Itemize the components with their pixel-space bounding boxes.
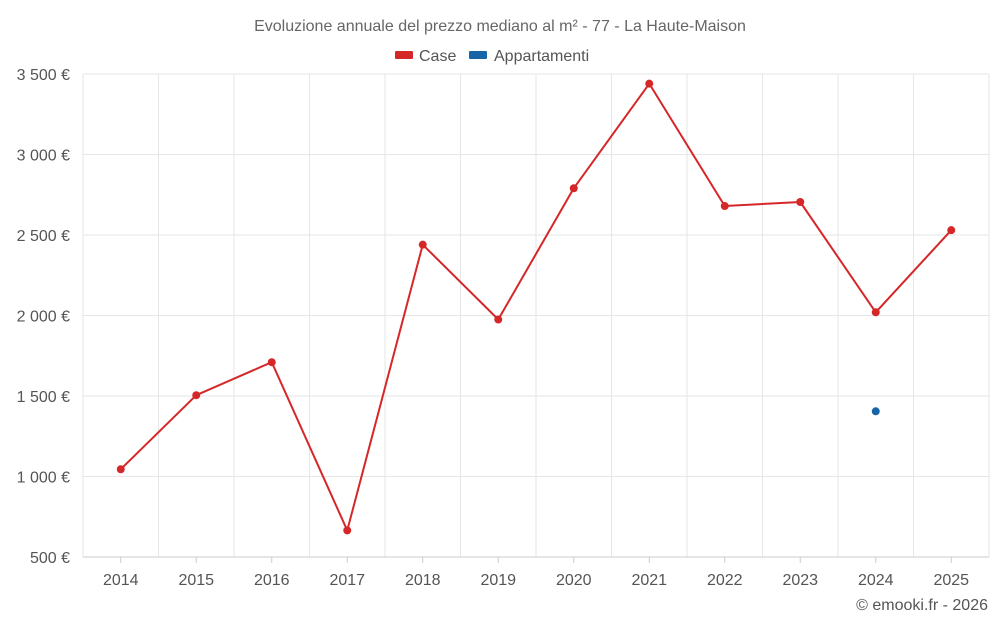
- legend-item-appartamenti[interactable]: Appartamenti: [469, 48, 589, 65]
- x-tick-label: 2014: [103, 572, 139, 589]
- data-point-case[interactable]: [343, 526, 352, 535]
- data-point-case[interactable]: [192, 391, 201, 400]
- legend-swatch-appartamenti: [469, 51, 487, 59]
- x-tick-label: 2019: [480, 572, 516, 589]
- data-point-case[interactable]: [267, 358, 276, 367]
- x-tick-label: 2016: [254, 572, 290, 589]
- x-tick-label: 2018: [405, 572, 441, 589]
- data-point-case[interactable]: [720, 202, 729, 211]
- y-tick-label: 2 500 €: [17, 228, 70, 245]
- y-tick-label: 1 000 €: [17, 470, 70, 487]
- data-point-case[interactable]: [494, 315, 503, 324]
- legend: Case Appartamenti: [395, 48, 589, 65]
- chart-title: Evoluzione annuale del prezzo mediano al…: [254, 18, 746, 35]
- data-point-case[interactable]: [871, 308, 880, 317]
- x-tick-label: 2021: [631, 572, 667, 589]
- x-tick-label: 2023: [782, 572, 818, 589]
- data-point-case[interactable]: [418, 240, 427, 249]
- y-tick-label: 500 €: [30, 550, 70, 567]
- data-point-case[interactable]: [796, 197, 805, 206]
- data-point-case[interactable]: [116, 465, 125, 474]
- x-tick-label: 2024: [858, 572, 894, 589]
- legend-label-appartamenti: Appartamenti: [494, 48, 589, 65]
- legend-label-case: Case: [419, 48, 456, 65]
- x-tick-label: 2020: [556, 572, 592, 589]
- y-tick-label: 3 500 €: [17, 67, 70, 84]
- x-axis: 2014 2015 2016 2017 2018 2019 2020 2021 2022 2023…: [83, 556, 989, 589]
- data-point-case[interactable]: [645, 79, 654, 88]
- x-tick-label: 2025: [933, 572, 969, 589]
- grid: [82, 73, 990, 557]
- x-tick-label: 2015: [178, 572, 214, 589]
- series-lines: [120, 82, 952, 532]
- legend-item-case[interactable]: Case: [395, 48, 456, 65]
- data-point-case[interactable]: [569, 184, 578, 193]
- series-line-case: [120, 82, 952, 532]
- legend-swatch-case: [395, 51, 413, 59]
- series-points: [116, 79, 956, 535]
- x-tick-label: 2022: [707, 572, 743, 589]
- x-tick-label: 2017: [329, 572, 365, 589]
- data-point-case[interactable]: [947, 226, 956, 235]
- y-tick-label: 3 000 €: [17, 148, 70, 165]
- y-tick-label: 2 000 €: [17, 309, 70, 326]
- data-point-appartamenti[interactable]: [871, 407, 880, 416]
- y-tick-label: 1 500 €: [17, 389, 70, 406]
- y-axis: 500 € 1 000 € 1 500 € 2 000 € 2 500 € 3 000 €…: [17, 67, 70, 567]
- credit-text: © emooki.fr - 2026: [856, 597, 988, 614]
